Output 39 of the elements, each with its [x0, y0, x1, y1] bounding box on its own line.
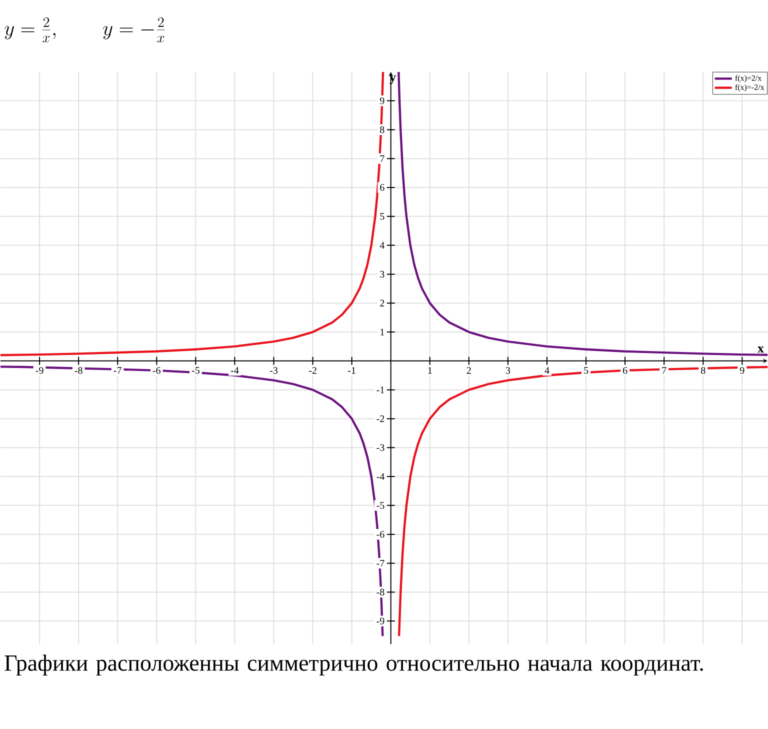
x-tick-label: -9: [36, 367, 44, 374]
y-tick-label: 3: [380, 270, 384, 278]
x-tick-label: -6: [152, 367, 160, 374]
x-tick-label: 2: [466, 367, 471, 374]
y-tick-label: -7: [376, 560, 384, 566]
text: Графики расположенны симметрично относительно начала координат.: [4, 654, 703, 676]
x-axis-title: x: [758, 346, 764, 352]
x-tick-label: -3: [270, 367, 278, 374]
y-tick-label: 5: [380, 213, 384, 220]
y-tick-label: -6: [376, 530, 384, 538]
x-tick-label: 8: [700, 367, 706, 374]
x-tick-label: 1: [428, 367, 432, 374]
y-tick-label: -5: [376, 502, 384, 509]
y-tick-label: 6: [380, 184, 384, 191]
y-tick-label: 8: [380, 126, 384, 134]
x-tick-label: 6: [622, 367, 628, 374]
x-tick-label: 9: [740, 367, 744, 374]
x-tick-label: -7: [114, 367, 122, 374]
y-tick-label: 1: [380, 328, 384, 336]
x-tick-label: 5: [584, 367, 588, 374]
y-tick-label: -4: [376, 473, 384, 480]
y-tick-label: 7: [380, 155, 384, 162]
y-tick-label: 2: [380, 300, 384, 306]
y-tick-label: -8: [376, 588, 384, 596]
x-tick-label: -2: [308, 367, 316, 374]
y-tick-label: -3: [376, 444, 384, 451]
y-tick-label: 4: [380, 242, 384, 249]
x-tick-label: -5: [192, 367, 200, 374]
x-tick-label: 7: [662, 367, 666, 374]
chart-title: $y=\frac{2}{x},\qquad y=-\frac{2}{x}$: [4, 17, 165, 42]
x-tick-label: -8: [74, 367, 82, 374]
x-tick-label: -4: [230, 367, 239, 374]
y-tick-label: -9: [376, 618, 384, 624]
y-tick-label: 9: [380, 97, 384, 104]
x-tick-label: 4: [544, 367, 550, 374]
y-tick-label: -1: [376, 386, 384, 394]
y-tick-label: -2: [376, 415, 384, 422]
x-tick-label: 3: [506, 367, 510, 374]
x-tick-label: -1: [348, 367, 356, 374]
